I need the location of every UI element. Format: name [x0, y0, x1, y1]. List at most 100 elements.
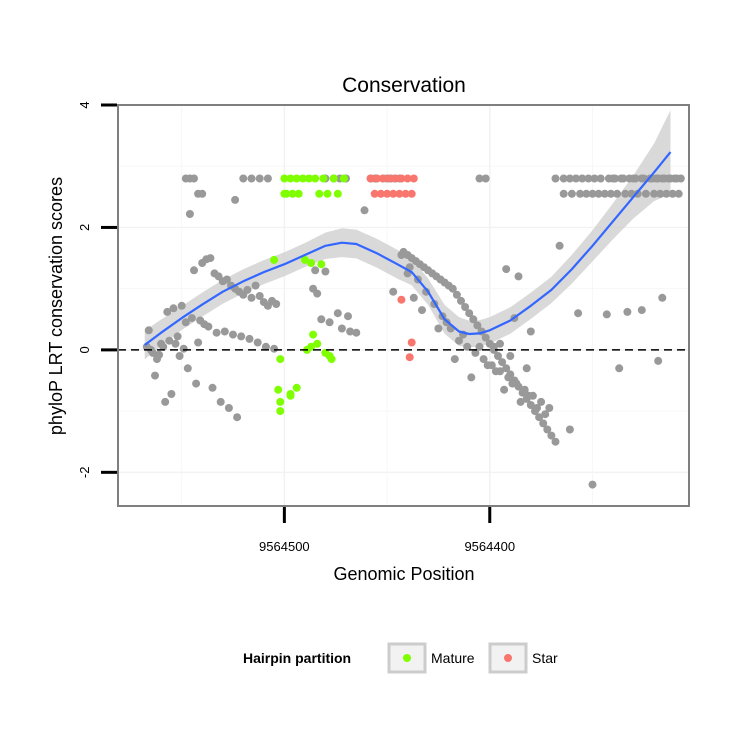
- data-point-other: [660, 174, 669, 183]
- data-point-other: [578, 174, 587, 183]
- data-point-other: [171, 339, 180, 348]
- data-point-other: [409, 293, 418, 302]
- data-point-other: [253, 338, 262, 347]
- data-point-star: [385, 174, 394, 183]
- data-point-mature: [286, 391, 295, 400]
- data-point-other: [222, 275, 231, 284]
- data-point-other: [658, 293, 667, 302]
- data-point-other: [555, 241, 564, 250]
- data-point-other: [621, 189, 630, 198]
- data-point-other: [514, 272, 523, 281]
- data-point-other: [656, 189, 665, 198]
- data-point-other: [584, 174, 593, 183]
- data-point-other: [559, 189, 568, 198]
- data-point-other: [606, 189, 615, 198]
- data-point-other: [551, 437, 560, 446]
- data-point-other: [153, 355, 161, 364]
- data-point-other: [175, 352, 184, 360]
- data-point-other: [590, 174, 599, 183]
- data-point-other: [520, 385, 529, 394]
- data-point-other: [360, 206, 369, 215]
- data-point-other: [344, 312, 352, 321]
- data-point-other: [167, 390, 176, 398]
- data-point-other: [457, 296, 465, 305]
- y-tick-label: 4: [77, 101, 92, 108]
- data-point-mature: [307, 342, 316, 351]
- data-point-other: [537, 397, 546, 406]
- data-point-star: [370, 189, 379, 198]
- data-point-other: [434, 324, 443, 333]
- data-point-mature: [311, 174, 320, 183]
- data-point-other: [502, 265, 511, 274]
- data-point-mature: [307, 259, 316, 267]
- data-point-other: [161, 397, 170, 406]
- data-point-other: [594, 189, 603, 198]
- data-point-other: [204, 322, 213, 331]
- data-point-other: [508, 379, 517, 388]
- data-point-other: [220, 327, 229, 336]
- plot-panel-border: [117, 104, 690, 507]
- data-point-other: [389, 287, 398, 296]
- data-point-other: [261, 342, 270, 351]
- data-point-other: [333, 309, 342, 318]
- data-point-other: [625, 174, 634, 183]
- data-point-other: [481, 174, 490, 183]
- data-point-other: [177, 301, 186, 310]
- data-point-mature: [329, 174, 338, 183]
- data-point-other: [535, 413, 544, 422]
- data-point-other: [483, 361, 492, 370]
- data-point-other: [481, 333, 490, 342]
- data-point-other: [613, 189, 622, 198]
- data-point-mature: [323, 189, 332, 198]
- data-point-other: [144, 326, 153, 335]
- smooth-ribbon-layer: [144, 110, 671, 360]
- data-point-other: [206, 254, 215, 263]
- data-point-mature: [327, 355, 336, 364]
- data-point-other: [229, 330, 237, 339]
- smooth-trend-line: [144, 151, 672, 346]
- legend-title: Hairpin partition: [243, 650, 351, 666]
- data-point-other: [190, 266, 198, 275]
- data-point-star: [383, 189, 392, 198]
- data-point-other: [337, 324, 346, 333]
- data-point-other: [448, 284, 457, 293]
- legend: Hairpin partition Mature Star: [243, 642, 558, 674]
- data-point-other: [600, 189, 609, 198]
- data-point-other: [631, 174, 640, 183]
- data-point-other: [397, 251, 406, 259]
- data-point-star: [405, 353, 414, 362]
- data-point-other: [551, 174, 560, 183]
- smooth-confidence-ribbon: [144, 110, 671, 360]
- data-point-other: [496, 339, 504, 348]
- data-point-mature: [270, 255, 279, 264]
- data-point-other: [255, 174, 264, 183]
- data-point-other: [247, 293, 256, 302]
- data-point-other: [619, 174, 628, 183]
- data-point-other: [452, 290, 461, 299]
- data-point-star: [397, 295, 406, 304]
- data-point-mature: [333, 189, 342, 198]
- data-point-star: [391, 174, 400, 183]
- data-point-other: [418, 306, 426, 315]
- data-point-other: [450, 355, 459, 364]
- data-point-other: [676, 174, 685, 183]
- data-point-other: [212, 328, 221, 337]
- data-point-other: [559, 174, 568, 183]
- data-point-other: [637, 306, 646, 315]
- data-point-other: [272, 300, 281, 308]
- data-point-other: [317, 315, 326, 324]
- data-point-other: [313, 289, 322, 298]
- data-point-other: [325, 318, 334, 327]
- data-point-other: [165, 336, 174, 345]
- data-point-other: [588, 480, 597, 489]
- y-tick-label: 2: [77, 224, 92, 231]
- data-points-layer: [142, 174, 685, 489]
- data-point-other: [311, 266, 320, 275]
- data-point-other: [216, 397, 225, 406]
- data-point-mature: [313, 339, 322, 348]
- data-point-other: [475, 174, 484, 183]
- data-point-other: [668, 189, 677, 198]
- data-point-other: [565, 425, 574, 434]
- x-tick-label: 9564500: [259, 539, 310, 554]
- data-point-mature: [274, 385, 283, 394]
